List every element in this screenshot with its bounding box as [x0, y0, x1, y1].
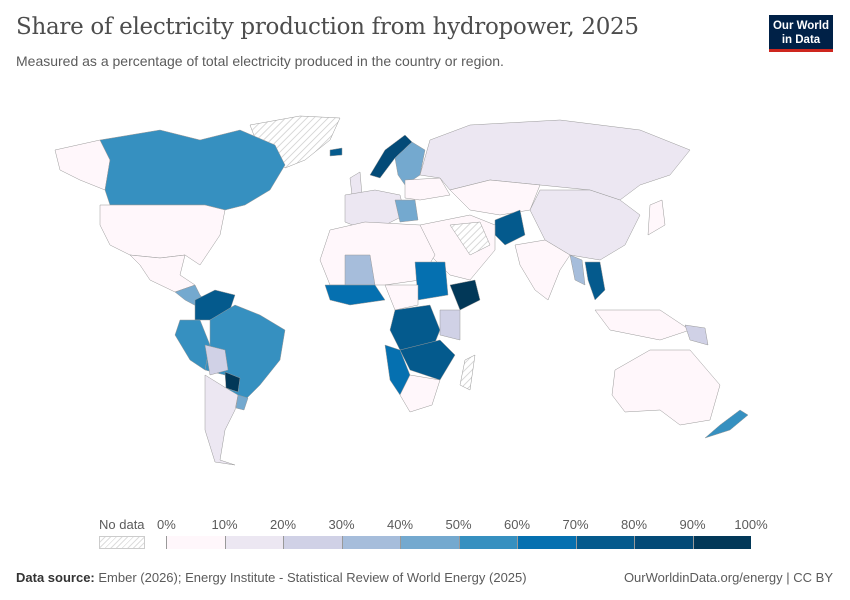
legend-bin[interactable]: [517, 536, 576, 549]
region-east-africa[interactable]: [439, 309, 461, 341]
legend-tick-label: 40%: [386, 517, 414, 532]
region-sudan[interactable]: [414, 261, 449, 301]
logo-text: Our World in Data: [772, 20, 829, 46]
region-southeast-asia[interactable]: [594, 309, 691, 341]
legend-bin[interactable]: [692, 536, 751, 549]
region-iceland[interactable]: [329, 147, 343, 157]
region-myanmar[interactable]: [569, 254, 586, 286]
region-alaska[interactable]: [54, 139, 111, 191]
legend-bin[interactable]: [283, 536, 342, 549]
legend-bin[interactable]: [634, 536, 693, 549]
region-new-zealand[interactable]: [704, 409, 749, 439]
region-iran[interactable]: [449, 221, 491, 256]
color-legend: No data 0% 10% 20% 30% 40% 50% 60% 70% 80% 90% 100…: [0, 515, 850, 555]
region-usa[interactable]: [99, 204, 226, 266]
region-southern-africa[interactable]: [399, 339, 456, 381]
region-south-africa[interactable]: [399, 374, 441, 413]
credit-link[interactable]: OurWorldinData.org/energy | CC BY: [623, 570, 833, 585]
region-papua-new-guinea[interactable]: [684, 324, 709, 346]
region-mexico[interactable]: [129, 254, 196, 293]
region-japan[interactable]: [647, 199, 666, 236]
region-western-europe[interactable]: [344, 189, 406, 231]
region-mali[interactable]: [344, 254, 376, 286]
region-uruguay[interactable]: [235, 394, 249, 411]
world-map[interactable]: [0, 80, 850, 510]
region-bolivia[interactable]: [204, 344, 229, 376]
region-brazil[interactable]: [204, 304, 286, 401]
legend-tick-label: 80%: [620, 517, 648, 532]
region-paraguay[interactable]: [224, 371, 241, 393]
region-madagascar[interactable]: [459, 354, 476, 391]
region-india[interactable]: [514, 239, 571, 301]
region-argentina-chile[interactable]: [204, 374, 239, 466]
legend-tick-label: 0%: [157, 517, 176, 532]
source-text[interactable]: Ember (2026); Energy Institute - Statist…: [98, 570, 527, 585]
legend-tick-label: 30%: [328, 517, 355, 532]
page-title: Share of electricity production from hyd…: [16, 14, 639, 40]
region-canada[interactable]: [99, 129, 286, 211]
region-central-africa[interactable]: [384, 284, 419, 311]
legend-bin[interactable]: [341, 536, 400, 549]
no-data-label: No data: [99, 517, 145, 532]
region-balkans[interactable]: [394, 199, 419, 223]
source-label: Data source:: [16, 570, 95, 585]
legend-tick-label: 60%: [503, 517, 531, 532]
region-afghanistan-tajikistan[interactable]: [494, 209, 526, 246]
data-source: Data source: Ember (2026); Energy Instit…: [16, 570, 527, 585]
legend-bin[interactable]: [575, 536, 634, 549]
region-eastern-europe[interactable]: [404, 177, 451, 201]
legend-bin[interactable]: [224, 536, 283, 549]
no-data-swatch[interactable]: [99, 536, 145, 549]
region-australia[interactable]: [611, 349, 721, 426]
legend-bin[interactable]: [458, 536, 517, 549]
owid-logo[interactable]: Our World in Data: [769, 15, 833, 52]
legend-tick-label: 50%: [445, 517, 472, 532]
legend-tick-label: 100%: [734, 517, 768, 532]
region-ethiopia[interactable]: [449, 279, 481, 311]
legend-tick-label: 10%: [211, 517, 238, 532]
legend-bin[interactable]: [166, 536, 225, 549]
page-subtitle: Measured as a percentage of total electr…: [16, 53, 504, 69]
region-laos-vietnam[interactable]: [584, 261, 606, 301]
legend-bin[interactable]: [400, 536, 459, 549]
legend-tick-label: 20%: [269, 517, 297, 532]
region-uk[interactable]: [349, 171, 363, 196]
legend-tick-label: 90%: [679, 517, 706, 532]
legend-tick-label: 70%: [562, 517, 589, 532]
region-west-africa[interactable]: [324, 284, 386, 306]
